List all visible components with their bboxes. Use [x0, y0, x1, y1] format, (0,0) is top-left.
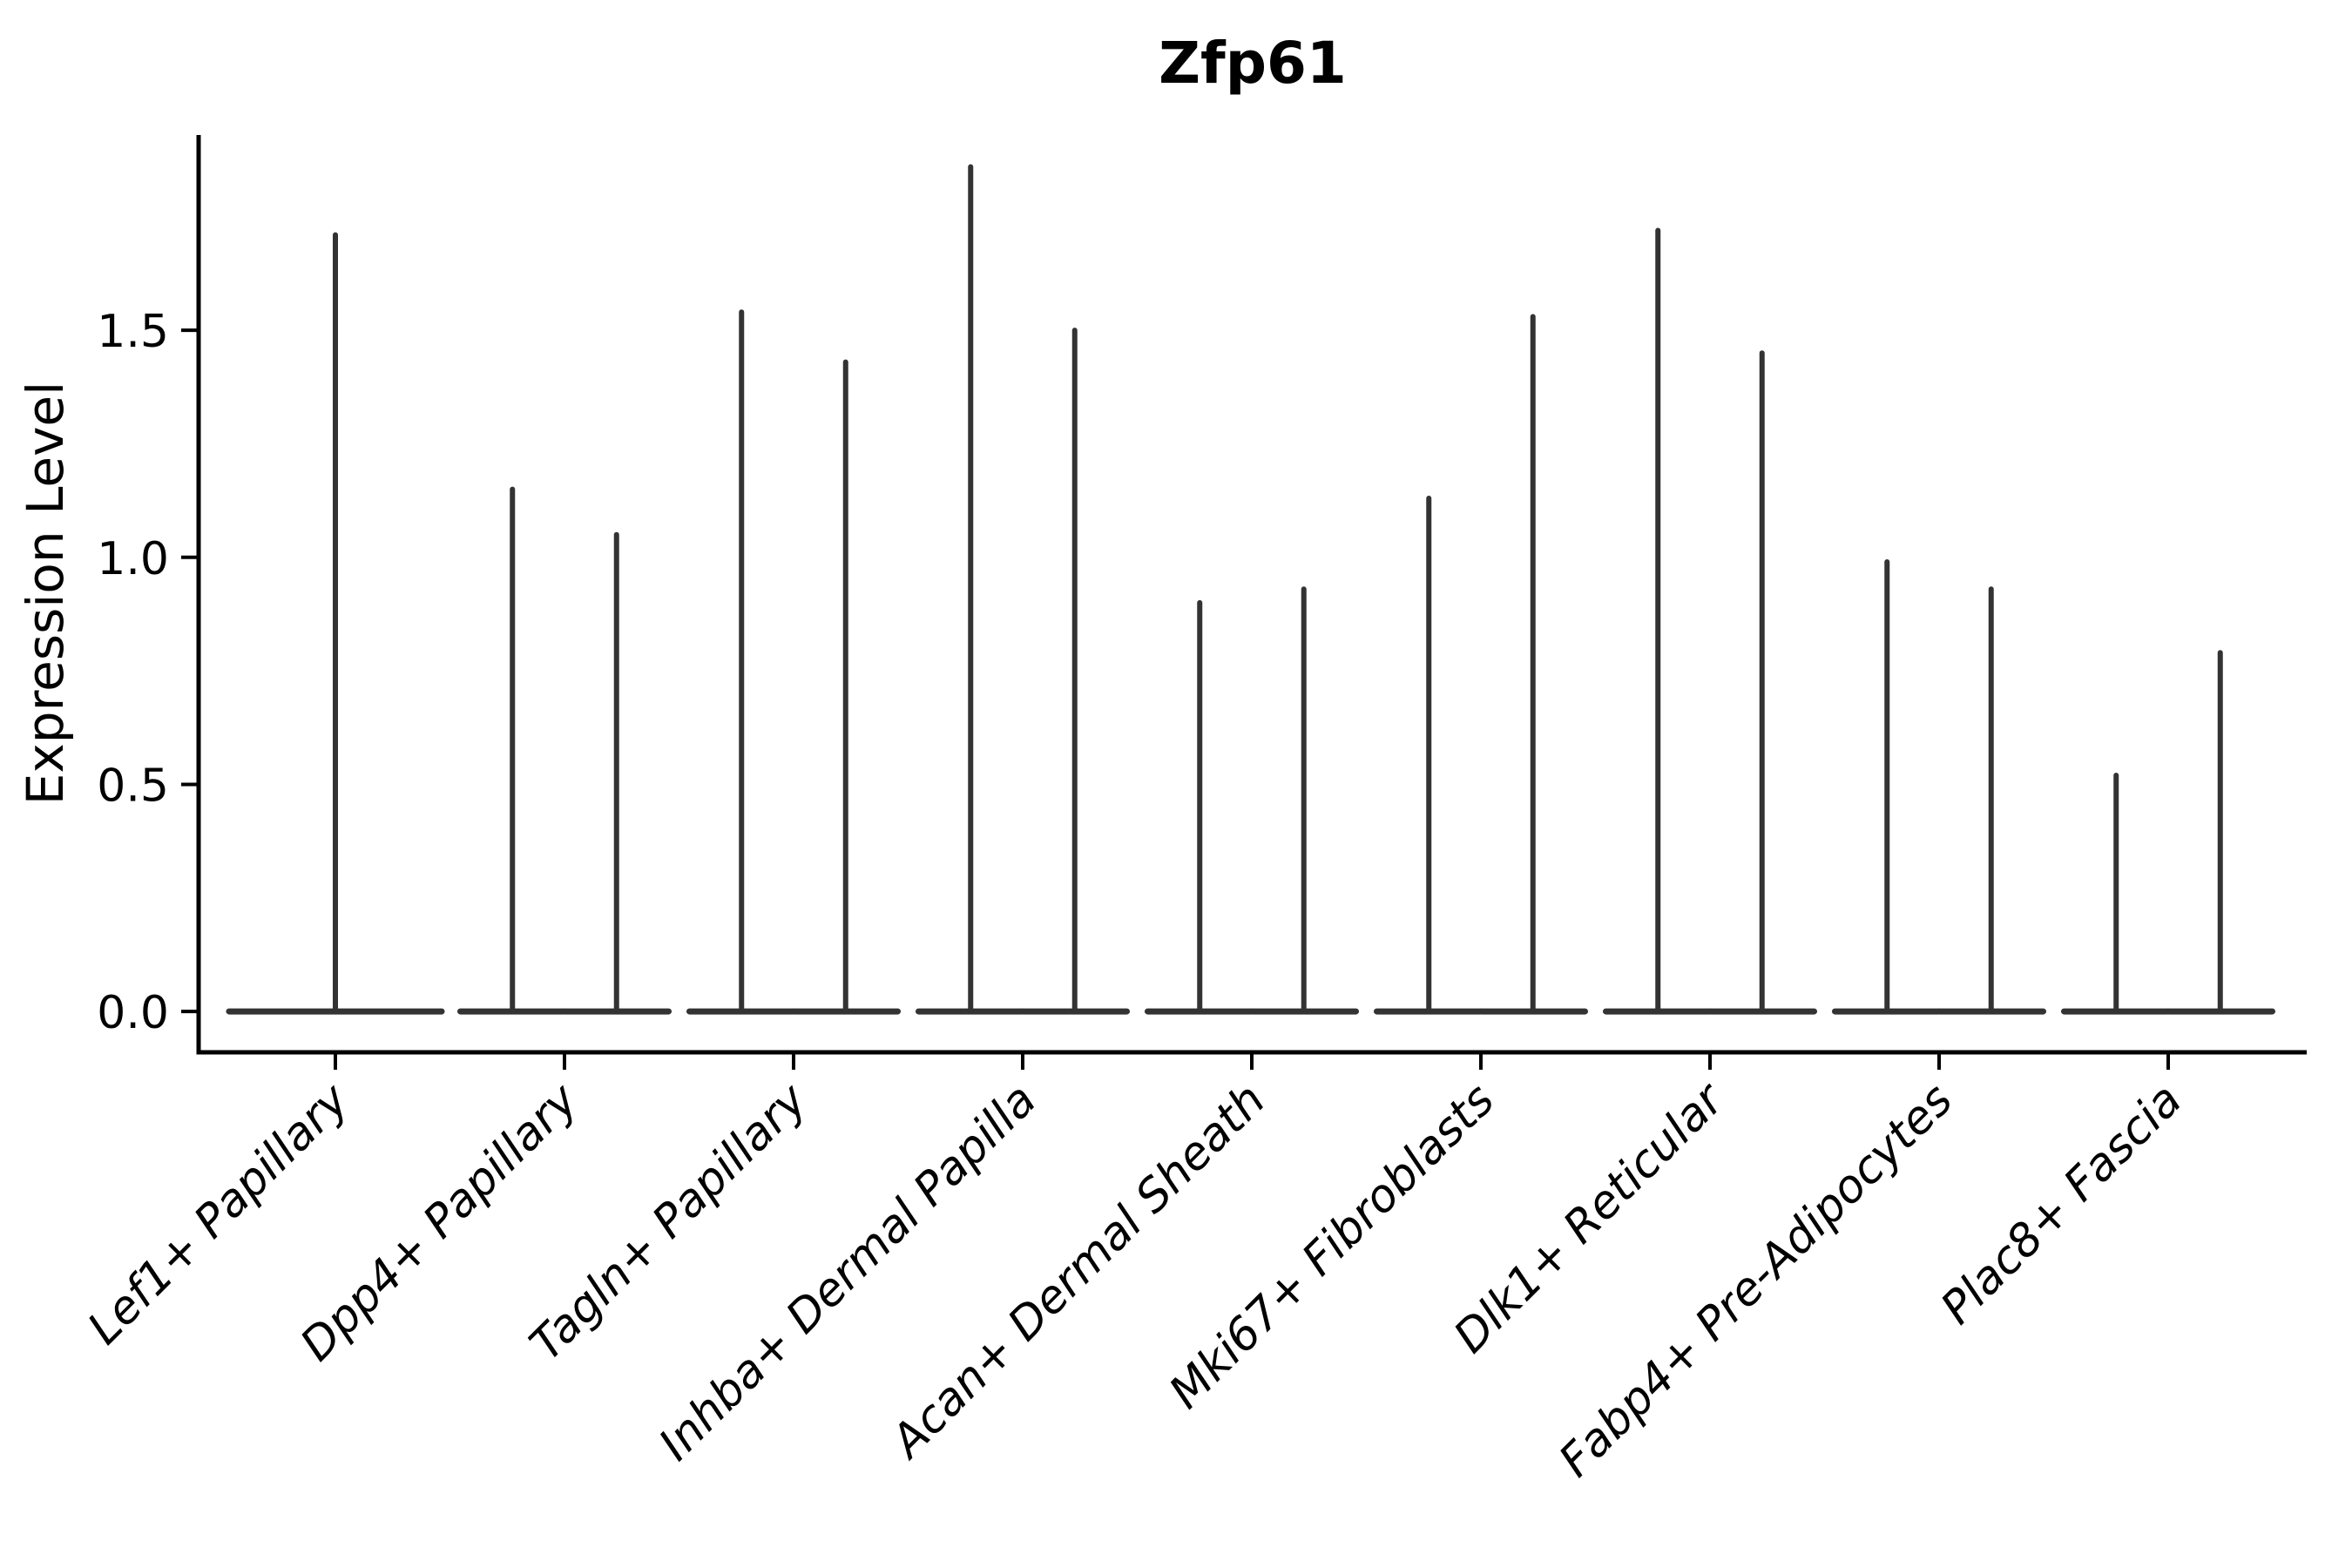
y-axis-label: Expression Level [16, 382, 75, 805]
x-tick-label-8: Plac8+ Fascia [1931, 1074, 2192, 1335]
y-tick-label-0: 0.0 [97, 987, 169, 1039]
chart-title: Zfp61 [1159, 30, 1347, 97]
x-tick-label-4: Acan+ Dermal Sheath [880, 1074, 1275, 1470]
y-tick-label-1: 0.5 [97, 760, 169, 812]
y-tick-label-3: 1.5 [97, 306, 169, 358]
x-tick-label-7: Fabp4+ Pre-Adipocytes [1550, 1074, 1963, 1488]
violins-layer [226, 164, 2275, 1015]
y-tick-label-2: 1.0 [97, 533, 169, 585]
x-tick-label-3: Inhba+ Dermal Papilla [649, 1074, 1046, 1471]
